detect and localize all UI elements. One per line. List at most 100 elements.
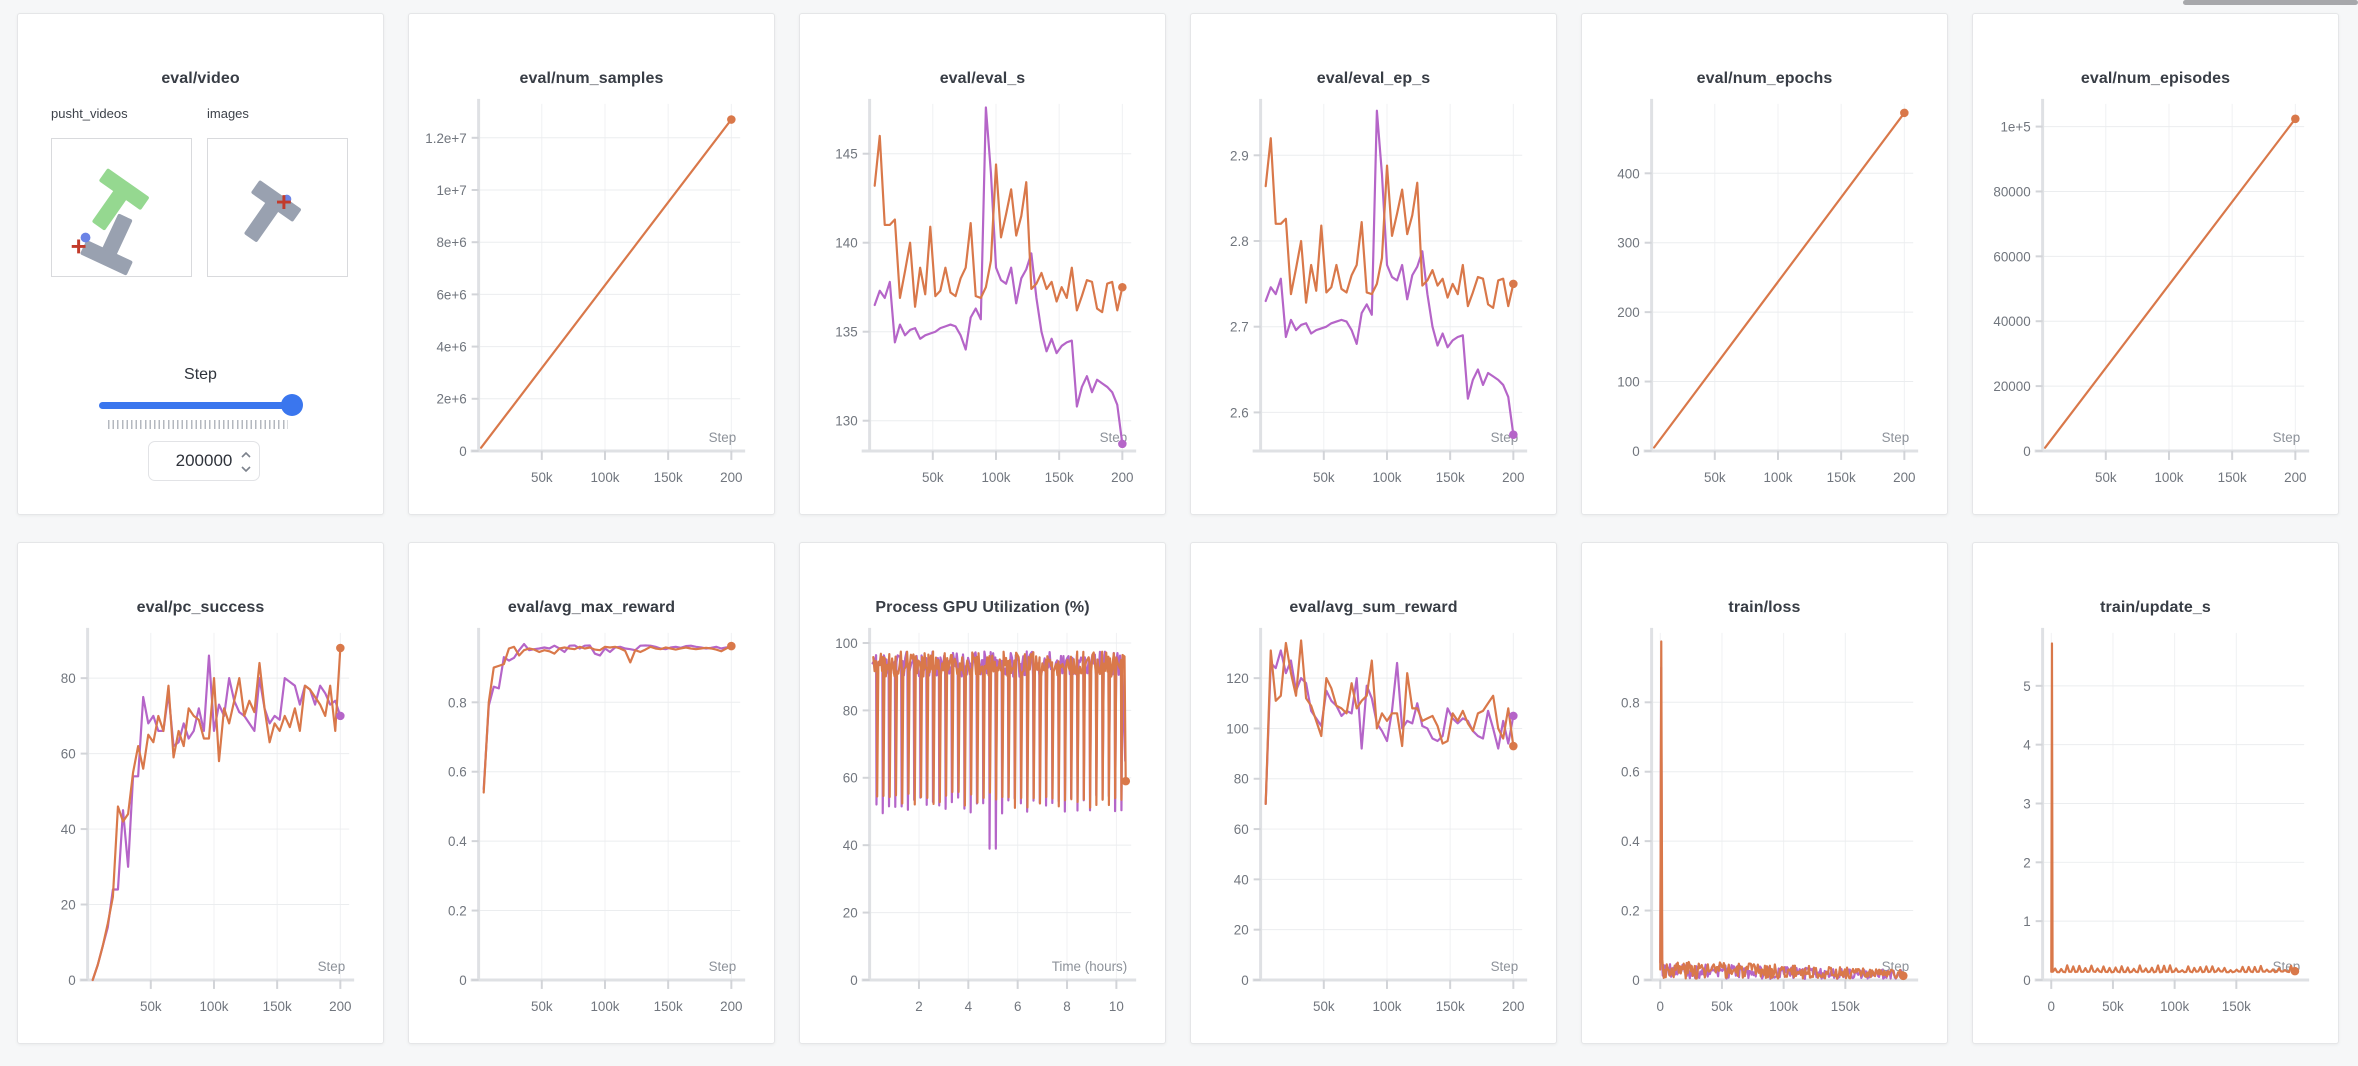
- svg-text:100k: 100k: [981, 470, 1010, 485]
- svg-text:50k: 50k: [1704, 470, 1726, 485]
- svg-text:200: 200: [1502, 999, 1524, 1014]
- pusht-videos-thumbnail[interactable]: [51, 138, 192, 277]
- panel-eval-eval-ep-s: eval/eval_ep_s 2.6 2.7 2.8 2.9 50k 100k 150k 20…: [1190, 13, 1557, 515]
- svg-text:0.4: 0.4: [448, 834, 467, 849]
- svg-text:150k: 150k: [2222, 999, 2251, 1014]
- svg-text:0: 0: [459, 973, 466, 988]
- svg-text:0.8: 0.8: [1621, 695, 1640, 710]
- line-chart-eval-num-episodes[interactable]: 0 20000 40000 60000 80000 1e+5 50k 100k 150k 200 S…: [1973, 14, 2338, 514]
- panel-eval-num-episodes: eval/num_episodes 0 20000 40000 60000 80000 1…: [1972, 13, 2339, 515]
- panel-eval-num-samples: eval/num_samples 0 2e+6 4e+6 6e+6 8e+6 1e+7 1.…: [408, 13, 775, 515]
- svg-text:100k: 100k: [1763, 470, 1792, 485]
- stepper-chevrons-icon[interactable]: [240, 449, 252, 475]
- svg-text:20000: 20000: [1993, 379, 2030, 394]
- svg-text:1e+5: 1e+5: [2000, 120, 2030, 135]
- svg-text:0: 0: [850, 973, 857, 988]
- panel-title: eval/eval_s: [939, 70, 1026, 87]
- svg-text:130: 130: [835, 414, 857, 429]
- svg-text:150k: 150k: [263, 999, 292, 1014]
- horizontal-scrollbar[interactable]: [2183, 0, 2358, 5]
- svg-text:50k: 50k: [922, 470, 944, 485]
- svg-text:50k: 50k: [1313, 999, 1335, 1014]
- svg-text:0: 0: [1632, 973, 1639, 988]
- panel-eval-eval-s: eval/eval_s 130 135 140 145 50k 100k 150k 200 St…: [799, 13, 1166, 515]
- line-chart-eval-pc-success[interactable]: 0 20 40 60 80 50k 100k 150k 200 Step: [18, 543, 383, 1043]
- line-chart-eval-num-samples[interactable]: 0 2e+6 4e+6 6e+6 8e+6 1e+7 1.2e+7 50k 100k 150k 20…: [409, 14, 774, 514]
- svg-text:0: 0: [1632, 444, 1639, 459]
- svg-text:100k: 100k: [1372, 999, 1401, 1014]
- svg-text:80: 80: [843, 703, 858, 718]
- svg-text:200: 200: [720, 999, 742, 1014]
- svg-text:100k: 100k: [590, 999, 619, 1014]
- svg-text:2.7: 2.7: [1230, 320, 1249, 335]
- panel-eval-num-epochs: eval/num_epochs 0 100 200 300 400 50k 100k 150k…: [1581, 13, 1948, 515]
- line-chart-gpu-utilization[interactable]: 0 20 40 60 80 100 2 4 6 8 10 Time (hours): [800, 543, 1165, 1043]
- svg-text:50k: 50k: [1711, 999, 1733, 1014]
- svg-text:4e+6: 4e+6: [436, 340, 466, 355]
- svg-text:0: 0: [2023, 444, 2030, 459]
- pusht-scene: [71, 168, 149, 276]
- svg-text:50k: 50k: [2095, 470, 2117, 485]
- svg-text:100k: 100k: [199, 999, 228, 1014]
- svg-text:200: 200: [1502, 470, 1524, 485]
- panel-title: Process GPU Utilization (%): [875, 599, 1090, 616]
- svg-text:60: 60: [1234, 822, 1249, 837]
- panel-title: eval/avg_max_reward: [507, 599, 676, 616]
- svg-text:150k: 150k: [1045, 470, 1074, 485]
- svg-text:0.2: 0.2: [448, 904, 467, 919]
- svg-text:50k: 50k: [531, 470, 553, 485]
- svg-text:20: 20: [1234, 923, 1249, 938]
- panel-train-loss: train/loss 0 0.2 0.4 0.6 0.8 0 50k 100k 150k Step: [1581, 542, 1948, 1044]
- svg-text:50k: 50k: [140, 999, 162, 1014]
- svg-text:6: 6: [1014, 999, 1021, 1014]
- step-slider[interactable]: [99, 394, 303, 416]
- svg-text:60000: 60000: [1993, 249, 2030, 264]
- svg-text:2e+6: 2e+6: [436, 392, 466, 407]
- panel-gpu-utilization: Process GPU Utilization (%) 0 20 40 60 80 100…: [799, 542, 1166, 1044]
- panel-eval-avg-sum-reward: eval/avg_sum_reward 0 20 40 60 80 100 120 50k 10…: [1190, 542, 1557, 1044]
- line-chart-eval-avg-max-reward[interactable]: 0 0.2 0.4 0.6 0.8 50k 100k 150k 200 Step: [409, 543, 774, 1043]
- svg-text:135: 135: [835, 325, 857, 340]
- svg-text:200: 200: [1617, 305, 1639, 320]
- panel-title: eval/num_epochs: [1696, 70, 1833, 87]
- svg-text:100: 100: [835, 636, 857, 651]
- gray-t-shape: [244, 180, 301, 242]
- gray-t-shape: [80, 213, 133, 276]
- svg-text:2.9: 2.9: [1230, 148, 1249, 163]
- step-input[interactable]: 200000: [148, 441, 260, 481]
- line-chart-eval-eval-ep-s[interactable]: 2.6 2.7 2.8 2.9 50k 100k 150k 200 Step: [1191, 14, 1556, 514]
- svg-text:0: 0: [2048, 999, 2055, 1014]
- svg-text:1.2e+7: 1.2e+7: [425, 131, 466, 146]
- line-chart-train-loss[interactable]: 0 0.2 0.4 0.6 0.8 0 50k 100k 150k Step: [1582, 543, 1947, 1043]
- svg-text:80: 80: [1234, 772, 1249, 787]
- svg-text:5: 5: [2023, 679, 2030, 694]
- svg-text:100k: 100k: [2154, 470, 2183, 485]
- images-thumbnail[interactable]: [207, 138, 348, 277]
- panel-title: eval/num_samples: [519, 70, 664, 87]
- svg-text:200: 200: [329, 999, 351, 1014]
- panel-grid: eval/video pusht_videos images: [17, 13, 2339, 1044]
- panel-title: train/loss: [1728, 599, 1801, 616]
- svg-text:50k: 50k: [2102, 999, 2124, 1014]
- svg-text:100k: 100k: [2160, 999, 2189, 1014]
- svg-text:8: 8: [1063, 999, 1070, 1014]
- step-slider-handle[interactable]: [281, 394, 303, 416]
- step-slider-ruler: [108, 420, 288, 429]
- panel-eval-pc-success: eval/pc_success 0 20 40 60 80 50k 100k 150k 200 S…: [17, 542, 384, 1044]
- svg-text:150k: 150k: [1831, 999, 1860, 1014]
- svg-text:40000: 40000: [1993, 314, 2030, 329]
- svg-text:0: 0: [459, 444, 466, 459]
- svg-text:20: 20: [843, 906, 858, 921]
- svg-text:2: 2: [2023, 855, 2030, 870]
- svg-text:Step: Step: [318, 959, 346, 974]
- line-chart-train-update-s[interactable]: 0 1 2 3 4 5 0 50k 100k 150k Step: [1973, 543, 2338, 1043]
- svg-text:0: 0: [1241, 973, 1248, 988]
- line-chart-eval-num-epochs[interactable]: 0 100 200 300 400 50k 100k 150k 200 Step: [1582, 14, 1947, 514]
- svg-text:Step: Step: [709, 959, 737, 974]
- svg-text:80: 80: [61, 671, 76, 686]
- svg-text:0.4: 0.4: [1621, 834, 1640, 849]
- line-chart-eval-eval-s[interactable]: 130 135 140 145 50k 100k 150k 200 Step: [800, 14, 1165, 514]
- line-chart-eval-avg-sum-reward[interactable]: 0 20 40 60 80 100 120 50k 100k 150k 200 Step: [1191, 543, 1556, 1043]
- svg-text:120: 120: [1226, 671, 1248, 686]
- svg-text:200: 200: [720, 470, 742, 485]
